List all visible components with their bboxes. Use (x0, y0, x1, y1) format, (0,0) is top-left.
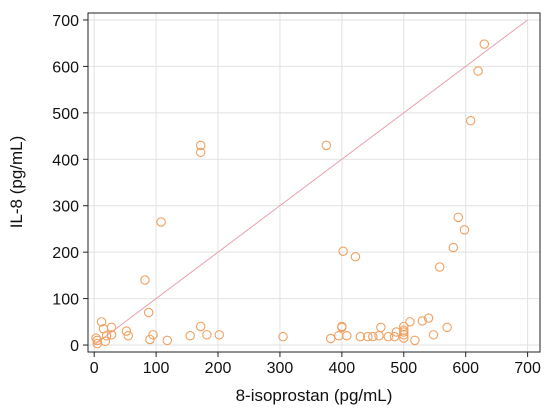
x-tick-label: 600 (452, 360, 479, 377)
y-tick-label: 300 (52, 199, 79, 216)
x-tick-label: 300 (267, 360, 294, 377)
data-point (376, 322, 386, 333)
data-point (278, 331, 288, 342)
data-point (434, 262, 445, 272)
data-point (325, 333, 336, 344)
data-point (185, 330, 195, 341)
data-point (374, 330, 384, 341)
plot-frame (87, 12, 541, 353)
data-point (145, 334, 155, 345)
data-point (448, 242, 459, 253)
data-point (123, 330, 133, 341)
data-point (442, 322, 452, 333)
data-point (399, 333, 409, 343)
y-axis-title: IL-8 (pg/mL) (7, 136, 26, 229)
data-point (100, 336, 111, 347)
y-tick-label: 100 (52, 292, 79, 309)
data-point (383, 331, 394, 342)
reference-line-layer (93, 19, 528, 346)
data-point (202, 330, 212, 340)
data-point (162, 335, 173, 346)
data-point (350, 252, 361, 262)
data-point (363, 331, 373, 342)
data-point (140, 275, 150, 285)
data-point (214, 330, 225, 340)
data-point (195, 321, 206, 332)
y-tick-label: 500 (52, 106, 79, 123)
data-point (389, 331, 400, 342)
data-point (106, 322, 117, 333)
data-point (399, 327, 409, 337)
data-point (459, 225, 470, 235)
y-tick-label: 0 (70, 338, 79, 355)
x-tick-label: 0 (90, 360, 99, 377)
data-point (156, 217, 166, 227)
y-axis-ticks: 0 100 200 300 400 500 600 700 (52, 13, 88, 355)
x-tick-label: 200 (205, 360, 232, 377)
data-point (106, 330, 117, 340)
data-point (195, 140, 206, 151)
data-point (453, 212, 464, 223)
data-point (399, 330, 409, 340)
reference-line (93, 19, 528, 346)
y-tick-label: 400 (52, 152, 79, 169)
data-point (342, 330, 352, 341)
data-points (91, 39, 490, 349)
data-point (143, 307, 154, 318)
x-tick-label: 400 (329, 360, 356, 377)
data-point (337, 322, 347, 333)
data-point (410, 335, 420, 346)
grid (88, 13, 540, 352)
data-point (195, 147, 206, 158)
y-tick-label: 600 (52, 59, 79, 76)
x-tick-label: 700 (514, 360, 541, 377)
data-point (465, 115, 476, 126)
data-point (321, 140, 332, 151)
data-point (91, 333, 101, 343)
data-point (96, 317, 107, 327)
data-point (338, 246, 348, 256)
x-axis-ticks: 0 100 200 300 400 500 600 700 (90, 352, 541, 377)
data-point (423, 313, 434, 323)
data-point (428, 330, 439, 340)
x-tick-label: 500 (390, 360, 417, 377)
y-tick-label: 200 (52, 245, 79, 262)
data-point (417, 316, 428, 326)
data-point (479, 39, 490, 49)
x-axis-title: 8-isoprostan (pg/mL) (236, 386, 393, 405)
y-tick-label: 700 (52, 13, 79, 30)
data-point (355, 331, 366, 342)
data-point (121, 326, 132, 336)
x-tick-label: 100 (143, 360, 170, 377)
data-point (148, 330, 158, 340)
data-point (473, 66, 483, 76)
data-point (101, 330, 112, 341)
data-point (368, 331, 378, 342)
data-point (405, 317, 415, 327)
